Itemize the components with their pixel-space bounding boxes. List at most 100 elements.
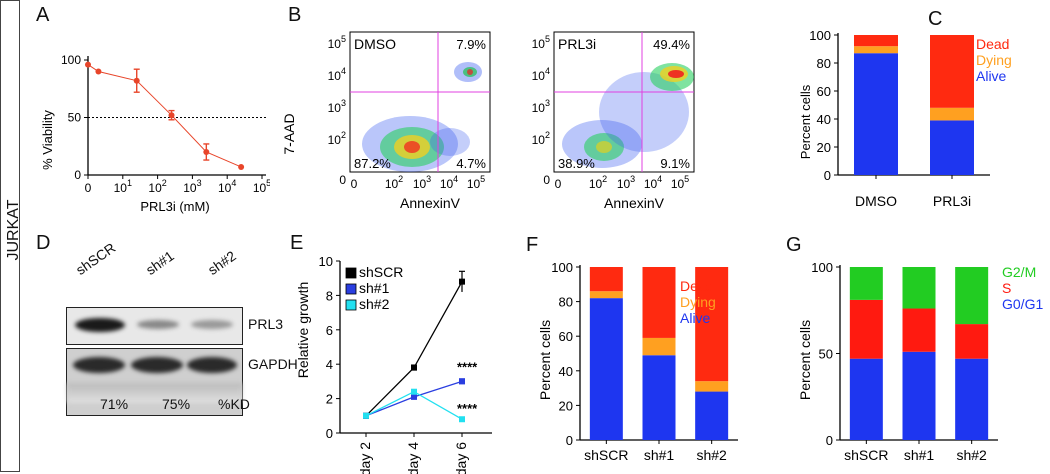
panel-g-bar-s — [955, 324, 989, 359]
panel-f-bar-dying — [695, 381, 729, 392]
panel-c-bar-dead — [854, 35, 898, 47]
panel-e-significance-1: **** — [457, 359, 478, 374]
panel-f-chart: Percent cells 100 80 60 40 20 0 shSCR sh#1 sh#2 D… — [537, 260, 738, 463]
prl3-blot — [66, 307, 243, 345]
panel-c-legend-dead: Dead — [976, 36, 1009, 52]
panel-c-bar-dying — [930, 107, 974, 121]
panel-e-xtick-label: day 2 — [357, 442, 373, 474]
panel-f-ytick-label: 100 — [551, 260, 573, 275]
panel-e-point — [459, 278, 465, 285]
flow-ytick-label: 105 — [328, 34, 346, 51]
flow-xtick-label: 102 — [589, 174, 607, 191]
gapdh-band-sh1 — [131, 357, 183, 373]
panel-b-ylabel: 7-AAD — [281, 113, 297, 154]
panel-f-bar-alive — [695, 391, 729, 440]
panel-c-bar-alive — [854, 53, 898, 176]
flow-xtick-label: 104 — [644, 174, 662, 191]
panel-e-xtick-label: day 4 — [405, 442, 421, 474]
panel-c-bar-alive — [930, 120, 974, 175]
flow-sample-name: DMSO — [354, 36, 396, 52]
flow-ytick-label: 0 — [339, 173, 346, 187]
panel-c-xtick-label: DMSO — [855, 193, 897, 209]
panel-a-point — [238, 163, 245, 170]
flow-xtick-label: 0 — [351, 177, 358, 191]
panel-g-bar-g2m — [955, 267, 989, 325]
kd-value-sh2: 75% — [162, 396, 191, 412]
panel-e-ytick-label: 0 — [326, 426, 333, 441]
panel-e-ytick-label: 6 — [326, 323, 333, 338]
panel-e-legend-swatch — [345, 299, 357, 311]
panel-a-xtick-label: 101 — [114, 178, 132, 195]
flow-density-cloud — [404, 141, 420, 153]
panel-e-point — [411, 364, 417, 371]
panel-c-ytick-label: 20 — [817, 140, 831, 155]
panel-g-bar-g2m — [849, 267, 883, 300]
panel-c-label: C — [928, 8, 943, 30]
cell-line-sidebar: JURKAT — [0, 0, 22, 472]
flow-xtick-label: 105 — [467, 174, 485, 191]
flow-density-cloud — [668, 70, 684, 78]
prl3-band-sh1 — [137, 320, 179, 329]
flow-xtick-label: 103 — [617, 174, 635, 191]
cell-line-label: JURKAT — [5, 199, 22, 261]
panel-c-xtick-label: PRL3i — [933, 193, 971, 209]
panel-g-bar-g0g1 — [955, 358, 989, 440]
panel-c-ytick-label: 40 — [817, 112, 831, 127]
flow-xtick-label: 103 — [413, 174, 431, 191]
panel-g-bar-s — [849, 299, 883, 359]
panel-c-chart: Percent cells 100 80 60 40 20 0 DMSO PRL3i DeadD… — [798, 28, 1012, 209]
panel-a-xtick-label: 0 — [85, 181, 92, 195]
gapdh-band-sh2 — [187, 357, 237, 373]
flow-ytick-label: 103 — [328, 98, 346, 115]
flow-quadrant-lr: 9.1% — [660, 156, 690, 171]
panel-a-curve — [87, 64, 242, 168]
panel-g-ylabel: Percent cells — [797, 320, 813, 400]
panel-g-chart: Percent cells 100 50 0 shSCR sh#1 sh#2 G2/MSG0… — [797, 260, 1043, 463]
panel-b-label: B — [288, 4, 302, 26]
prl3-band-shscr — [75, 318, 125, 332]
gapdh-blot — [66, 348, 243, 416]
flow-plot-prl3i: PRL3i 49.4% 38.9% 9.1% 105 104 103 102 0 0 102 103 1… — [532, 31, 695, 211]
panel-a-ytick-label: 50 — [68, 111, 82, 125]
panel-f-legend-dead: Dead — [680, 278, 713, 294]
panel-g-legend-s: S — [1002, 280, 1011, 296]
panel-e-point — [459, 378, 465, 385]
panel-a-point — [85, 61, 91, 68]
panel-g-xtick-label: sh#1 — [904, 447, 935, 463]
gapdh-band-shscr — [73, 357, 125, 373]
flow-xtick-label: 105 — [671, 174, 689, 191]
panel-e-legend-swatch — [345, 283, 357, 295]
panel-a-label: A — [36, 4, 50, 26]
prl3-band-label: PRL3 — [248, 316, 284, 332]
lane-label-sh2: sh#2 — [204, 247, 239, 278]
lane-label-shscr: shSCR — [72, 239, 119, 278]
panel-a-ytick-label: 0 — [74, 168, 81, 182]
panel-a-xtick-label: 102 — [148, 178, 166, 195]
gapdh-smear — [67, 383, 242, 403]
flow-xtick-label: 104 — [440, 174, 458, 191]
panel-c-bar-dead — [930, 35, 974, 108]
flow-quadrant-lr: 4.7% — [456, 156, 486, 171]
panel-g-legend-g0g1: G0/G1 — [1002, 296, 1043, 312]
panel-e-point — [363, 412, 369, 419]
panel-f-xtick-label: sh#2 — [696, 447, 727, 463]
flow-ytick-label: 102 — [532, 130, 550, 147]
panel-c-ylabel: Percent cells — [798, 84, 813, 159]
flow-plot-dmso: DMSO 7.9% 87.2% 4.7% 105 104 103 102 0 0 102 103 104… — [328, 31, 491, 211]
panel-a-chart: % Viability 100 50 00 101 102 103 104 105 PRL3i … — [40, 53, 270, 214]
flow-quadrant-ur: 49.4% — [653, 37, 690, 52]
panel-e-ytick-label: 10 — [319, 254, 333, 269]
flow-plot-frame — [553, 31, 695, 173]
gapdh-band-label: GAPDH — [248, 356, 298, 372]
panel-f-legend-alive: Alive — [680, 310, 711, 326]
panel-e-chart: Relative growth 10 8 6 4 2 0 day 2 day 4 day 6 sh… — [295, 254, 492, 474]
panel-c-bar-dying — [854, 46, 898, 54]
panel-c-ytick-label: 100 — [809, 28, 831, 43]
panel-e-point — [411, 393, 417, 400]
flow-xtick-label: 0 — [555, 177, 562, 191]
panel-e-legend-shscr: shSCR — [359, 264, 403, 280]
panel-e-legend-swatch — [345, 267, 357, 279]
kd-value-sh1: 71% — [100, 396, 129, 412]
panel-d-label: D — [36, 232, 51, 254]
